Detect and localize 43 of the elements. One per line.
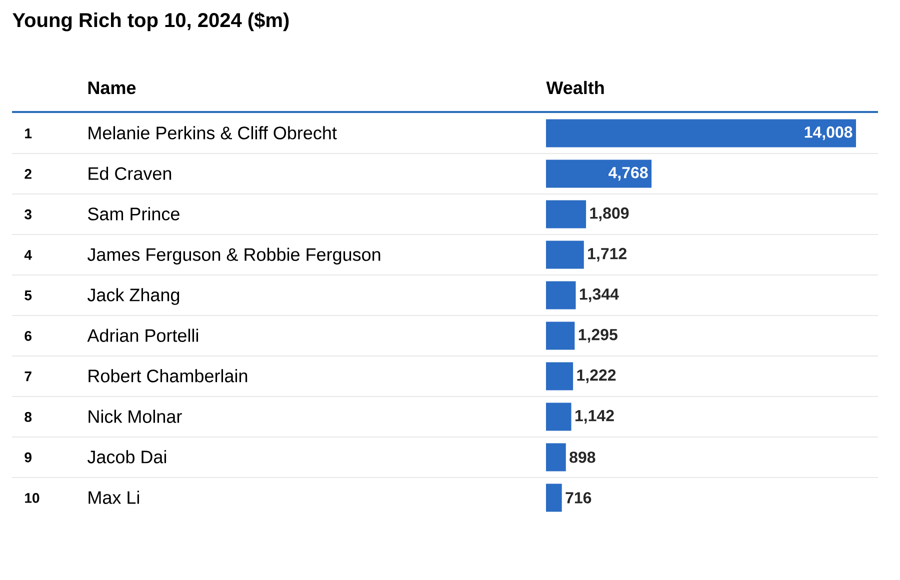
text: 2 [24,169,32,179]
data-label: 1,712 [588,248,626,262]
data-label: 1,344 [580,288,619,302]
bar [546,443,566,472]
text: 9 [24,452,32,462]
text: 3 [24,209,32,220]
y-tick-label: Adrian Portelli [87,328,198,342]
y-tick-label: Jack Zhang [87,288,180,305]
y-tick-label: James Ferguson & Robbie Ferguson [87,248,380,265]
text: 6 [24,331,32,341]
y-tick-label: Melanie Perkins & Cliff Obrecht [88,126,337,140]
text: 8 [24,412,32,422]
data-label: 1,142 [575,410,614,424]
data-label: 4,768 [608,166,648,181]
data-label: 1,295 [578,328,618,343]
text: 1 [25,128,32,138]
y-tick-label: Sam Prince [88,207,180,220]
text: 5 [24,290,32,300]
bar [546,240,584,269]
y-tick-label: Jacob Dai [87,450,166,464]
text: 10 [25,493,40,503]
y-tick-label: Nick Molnar [88,410,182,423]
bar [546,362,574,390]
data-label: 898 [570,452,596,463]
text: Name [88,82,136,94]
bar [546,322,575,350]
data-label: 1,809 [590,207,629,222]
bar [546,484,562,512]
text: 4 [24,250,32,260]
y-tick-label: Ed Craven [88,166,172,180]
text: Young Rich top 10, 2024 ($m) [12,12,289,32]
bar [546,200,586,228]
text: 7 [24,372,32,382]
y-tick-label: Robert Chamberlain [88,369,248,382]
y-tick-label: Max Li [88,490,139,504]
bar [546,119,856,148]
text: Wealth [546,80,604,94]
data-label: 1,222 [577,369,616,384]
data-label: 14,008 [804,126,852,140]
bar [546,402,572,431]
bar [546,160,652,188]
data-label: 716 [566,492,592,504]
bar [546,281,576,310]
